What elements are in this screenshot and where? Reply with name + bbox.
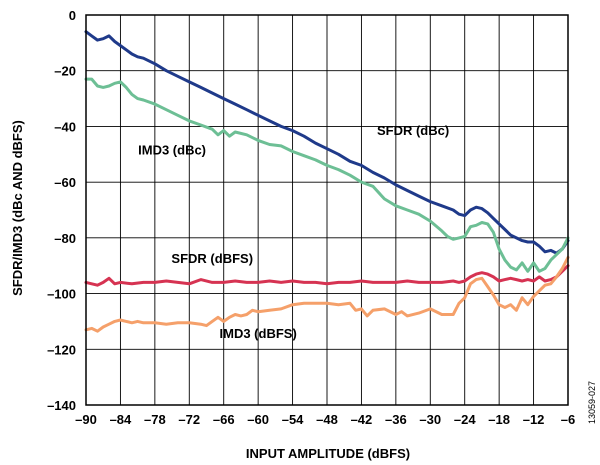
y-tick-label: –60	[54, 175, 76, 190]
x-tick-label: –24	[454, 412, 476, 427]
series-line-3	[84, 264, 570, 287]
y-tick-label: –80	[54, 231, 76, 246]
x-tick-label: –54	[282, 412, 304, 427]
y-tick-label: –100	[47, 287, 76, 302]
x-axis-title: INPUT AMPLITUDE (dBFS)	[246, 446, 410, 461]
series-label-4: IMD3 (dBFS)	[220, 326, 297, 341]
x-tick-label: –30	[419, 412, 441, 427]
x-tick-label: –60	[247, 412, 269, 427]
x-tick-label: –6	[561, 412, 575, 427]
y-tick-label: –140	[47, 398, 76, 413]
x-tick-label: –90	[75, 412, 97, 427]
x-tick-label: –12	[523, 412, 545, 427]
y-tick-label: 0	[69, 8, 76, 23]
series-label-2: IMD3 (dBc)	[138, 142, 206, 157]
x-tick-label: –18	[488, 412, 510, 427]
series-label-1: SFDR (dBc)	[377, 123, 449, 138]
y-tick-label: –40	[54, 119, 76, 134]
series-line-1	[84, 30, 570, 255]
series-line-2	[84, 77, 570, 273]
y-tick-label: –20	[54, 64, 76, 79]
y-axis-title: SFDR/IMD3 (dBc AND dBFS)	[10, 120, 25, 296]
annotations: SFDR (dBc) IMD3 (dBc) SFDR (dBFS) IMD3 (dBF…	[138, 123, 449, 341]
series-group	[84, 30, 570, 333]
series-label-3: SFDR (dBFS)	[171, 251, 253, 266]
plot-frame	[85, 14, 569, 406]
x-tick-label: –66	[213, 412, 235, 427]
x-tick-label: –48	[316, 412, 338, 427]
series-line-4	[84, 255, 570, 333]
x-tick-label: –36	[385, 412, 407, 427]
tick-labels: –90 –84 –78 –72 –66 –60 –54 –48 –42 –36 –30 –24 –18–…	[47, 8, 575, 427]
x-tick-label: –42	[351, 412, 373, 427]
grid	[85, 14, 569, 406]
x-tick-label: –78	[144, 412, 166, 427]
figure-id: 13059-027	[587, 381, 597, 424]
x-tick-label: –72	[178, 412, 200, 427]
x-tick-label: –84	[110, 412, 132, 427]
y-tick-label: –120	[47, 342, 76, 357]
